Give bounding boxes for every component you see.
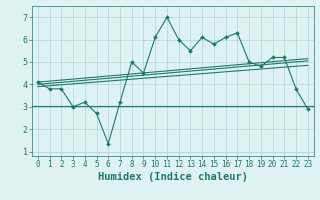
X-axis label: Humidex (Indice chaleur): Humidex (Indice chaleur) — [98, 172, 248, 182]
